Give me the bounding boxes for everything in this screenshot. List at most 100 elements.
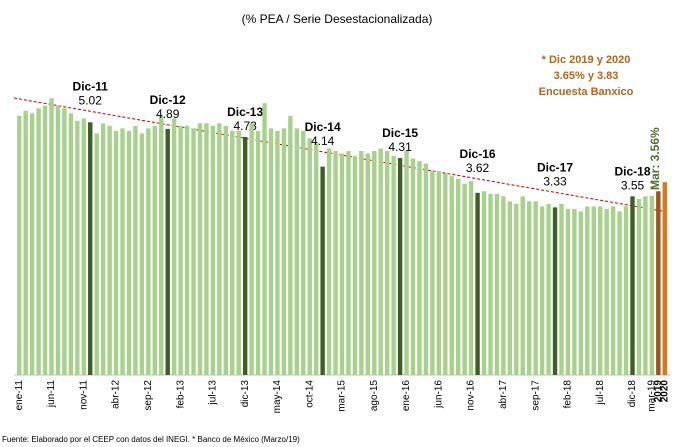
value-label: 4.89 xyxy=(156,107,180,121)
bar xyxy=(217,123,222,375)
bar xyxy=(559,203,564,375)
bar xyxy=(62,108,67,375)
bar-title: Dic-12 xyxy=(150,93,186,107)
bar xyxy=(236,130,241,375)
bar xyxy=(113,130,119,375)
note-line: 3.65% y 3.83 xyxy=(554,70,619,82)
bar xyxy=(617,211,622,375)
bar-title: Dic-13 xyxy=(227,105,263,119)
bar xyxy=(514,203,519,375)
bar xyxy=(139,133,145,375)
bar xyxy=(75,120,80,375)
value-label: 3.55 xyxy=(621,178,645,192)
x-tick-label: sep-17 xyxy=(530,380,541,411)
x-tick-label: feb-18 xyxy=(563,380,574,409)
bar-title: Dic-14 xyxy=(305,120,341,134)
x-tick-label: nov-11 xyxy=(78,380,89,410)
bar xyxy=(623,206,629,375)
bar xyxy=(275,130,280,375)
value-label: 5.02 xyxy=(79,93,103,107)
value-label: 3.62 xyxy=(466,161,490,175)
bar xyxy=(527,201,532,375)
bar xyxy=(320,166,325,375)
bar xyxy=(384,151,390,375)
bar xyxy=(585,206,590,375)
x-tick-label: ene-16 xyxy=(401,380,412,412)
bar xyxy=(539,206,545,375)
bar-title: Dic-16 xyxy=(460,147,496,161)
bar xyxy=(268,128,274,375)
bar xyxy=(17,115,22,376)
bar xyxy=(449,176,454,375)
last-label: Mar: 3.56% xyxy=(648,127,662,190)
bar xyxy=(578,211,584,375)
bar xyxy=(178,125,183,375)
bar xyxy=(171,118,177,376)
x-tick-label: dic-18 xyxy=(627,380,638,408)
bar xyxy=(436,171,442,375)
bar xyxy=(339,153,345,375)
bar xyxy=(372,151,377,375)
bar xyxy=(223,125,228,375)
x-tick-label: abr-12 xyxy=(111,380,122,409)
x-tick-label: jun-16 xyxy=(433,380,444,409)
bar xyxy=(191,128,196,375)
bar xyxy=(36,108,41,375)
bar xyxy=(133,125,138,375)
x-tick-label: 2020 xyxy=(659,380,670,403)
x-tick-label: ago-15 xyxy=(369,380,380,412)
bar-title: Dic-17 xyxy=(537,160,573,174)
bar xyxy=(81,118,86,376)
bar xyxy=(552,207,558,375)
bar xyxy=(643,196,648,375)
bar xyxy=(397,158,403,375)
bar xyxy=(481,191,487,375)
x-tick-label: ene-11 xyxy=(14,380,25,411)
x-tick-label: dic-13 xyxy=(240,380,251,408)
bar xyxy=(333,151,338,375)
bar xyxy=(520,196,525,375)
value-label: 3.33 xyxy=(543,174,567,188)
bar xyxy=(262,103,267,375)
bar xyxy=(307,138,312,375)
bar xyxy=(378,148,383,375)
bar xyxy=(533,201,538,375)
bar xyxy=(662,182,667,375)
bar-title: Dic-18 xyxy=(614,164,650,178)
x-tick-label: jul-13 xyxy=(208,380,219,406)
value-label: 4.14 xyxy=(311,134,335,148)
bar xyxy=(598,206,603,375)
chart-subtitle: (% PEA / Serie Desestacionalizada) xyxy=(242,12,433,26)
bar xyxy=(165,128,170,375)
bar xyxy=(462,183,467,375)
bar xyxy=(159,115,164,376)
bar xyxy=(423,163,429,375)
bar xyxy=(604,208,609,375)
bar xyxy=(288,115,293,376)
bar xyxy=(456,178,461,375)
x-tick-label: jul-18 xyxy=(595,380,606,406)
bar-title: Dic-15 xyxy=(382,126,418,140)
bar xyxy=(42,105,48,375)
note-line: Encuesta Banxico xyxy=(539,86,634,98)
bar xyxy=(572,208,577,375)
bar xyxy=(152,125,157,375)
x-tick-label: mar-19 xyxy=(647,380,658,412)
bar xyxy=(507,201,513,375)
bar xyxy=(23,110,28,375)
bar xyxy=(404,151,409,375)
bar xyxy=(49,98,54,376)
bar xyxy=(475,192,480,375)
bar xyxy=(94,133,99,375)
bar xyxy=(294,128,300,375)
bar xyxy=(391,156,396,375)
bar xyxy=(249,123,254,375)
x-tick-label: sep-12 xyxy=(143,380,154,411)
bar xyxy=(346,151,351,375)
bar xyxy=(204,123,209,375)
x-tick-label: feb-13 xyxy=(175,380,186,409)
bar xyxy=(107,125,112,375)
bar xyxy=(120,128,125,375)
bar xyxy=(430,171,435,375)
bar xyxy=(443,173,448,375)
